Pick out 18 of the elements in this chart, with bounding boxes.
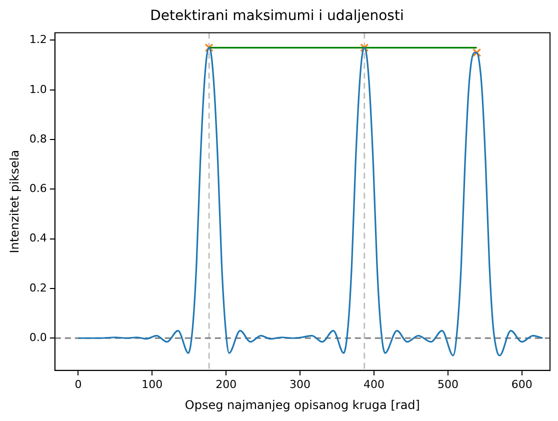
- x-tick-label: 100: [142, 378, 163, 391]
- y-tick-label: 0.2: [29, 281, 47, 294]
- y-axis-title: Intenzitet piksela: [7, 150, 22, 254]
- y-tick-label: 0.0: [29, 330, 47, 344]
- x-axis-title: Opseg najmanjeg opisanog kruga [rad]: [184, 398, 420, 412]
- chart-title: Detektirani maksimumi i udaljenosti: [150, 8, 404, 24]
- x-tick-label: 300: [290, 378, 311, 391]
- y-tick-label: 1.0: [29, 82, 47, 96]
- x-tick-label: 0: [74, 378, 82, 391]
- x-tick-label: 600: [511, 378, 532, 391]
- line-series: [77, 46, 544, 356]
- x-tick-label: 500: [437, 378, 458, 391]
- y-tick-label: 0.6: [29, 182, 47, 196]
- y-tick-label: 0.4: [29, 232, 47, 245]
- x-tick-label: 400: [363, 378, 384, 391]
- y-tick-label: 0.8: [29, 132, 47, 146]
- x-tick-label: 200: [216, 378, 237, 391]
- y-tick-label: 1.2: [29, 33, 47, 46]
